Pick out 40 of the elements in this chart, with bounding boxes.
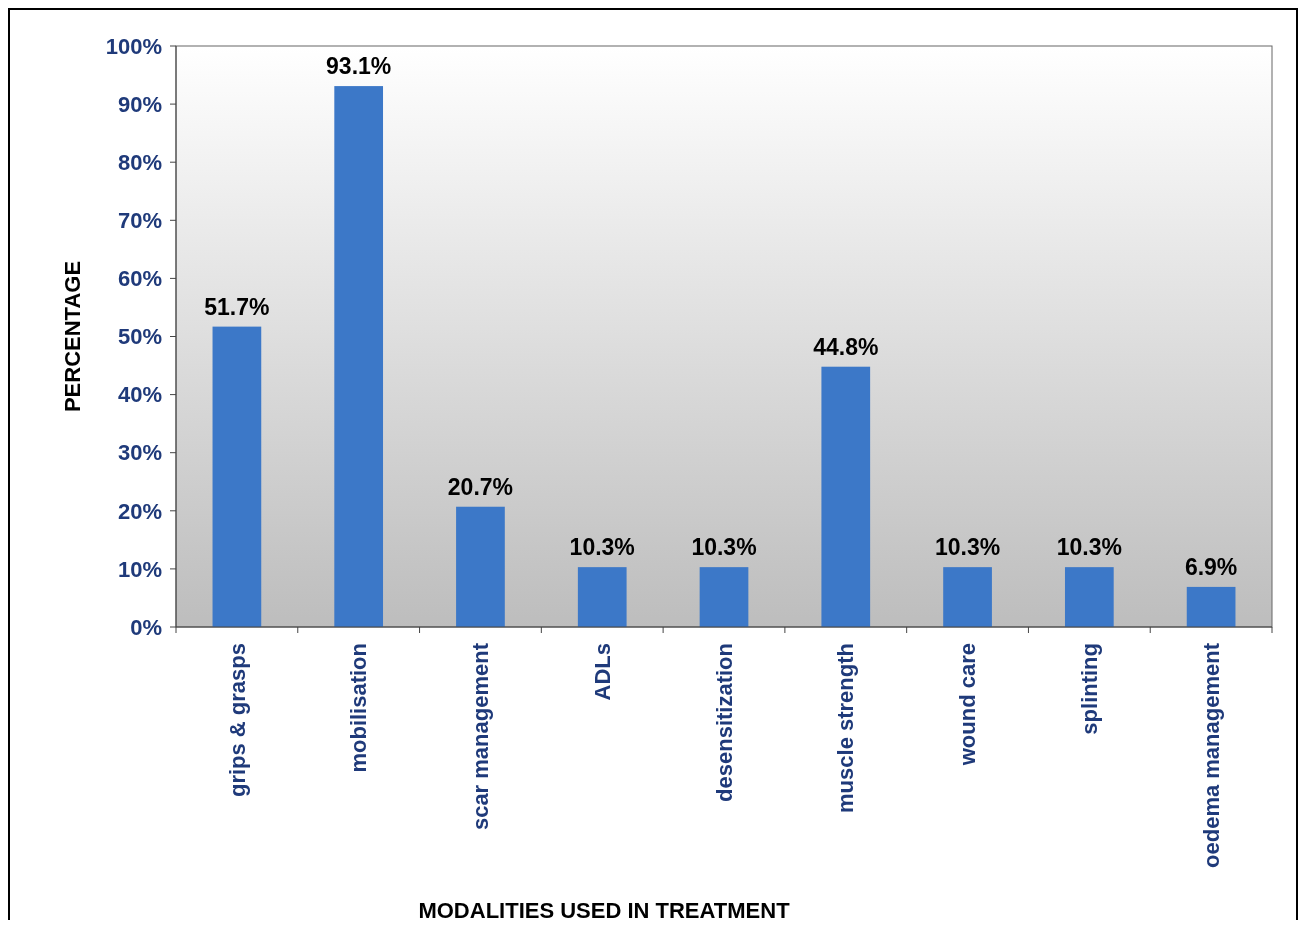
- x-tick-label: wound care: [955, 643, 981, 767]
- data-label: 51.7%: [204, 293, 270, 320]
- data-label: 10.3%: [691, 534, 757, 561]
- x-axis-title: MODALITIES USED IN TREATMENT: [418, 898, 791, 923]
- data-label: 6.9%: [1184, 553, 1238, 580]
- data-label: 10.3%: [1056, 534, 1122, 561]
- bar: [212, 326, 262, 627]
- bar: [1186, 586, 1236, 627]
- bar: [943, 567, 992, 627]
- bar: [456, 506, 505, 627]
- x-tick-label: scar management: [468, 642, 494, 831]
- bar: [577, 567, 627, 627]
- bar: [334, 86, 384, 627]
- x-tick-label: desensitization: [711, 643, 737, 802]
- y-tick-label: 60%: [117, 266, 162, 292]
- data-label: 93.1%: [326, 53, 392, 80]
- y-tick-label: 100%: [105, 33, 162, 59]
- y-tick-label: 20%: [117, 498, 162, 524]
- x-tick-label: grips & grasps: [224, 643, 250, 798]
- data-label: 20.7%: [447, 473, 514, 500]
- x-tick-label: ADLs: [589, 643, 615, 701]
- y-tick-label: 70%: [117, 208, 162, 233]
- y-tick-label: 0%: [130, 614, 162, 640]
- bar: [699, 567, 749, 627]
- data-label: 10.3%: [569, 534, 635, 561]
- y-tick-label: 50%: [117, 324, 162, 350]
- y-tick-label: 90%: [117, 91, 162, 117]
- data-label: 10.3%: [934, 534, 1001, 561]
- y-axis-title: PERCENTAGE: [60, 260, 85, 413]
- y-tick-label: 40%: [117, 382, 162, 408]
- x-tick-label: splinting: [1077, 643, 1103, 735]
- bar: [821, 366, 871, 627]
- data-label: 44.8%: [813, 333, 879, 360]
- bar: [1064, 567, 1114, 627]
- x-tick-label: mobilisation: [346, 643, 372, 773]
- y-tick-label: 30%: [117, 440, 162, 466]
- y-tick-label: 10%: [117, 556, 162, 582]
- x-tick-label: muscle strength: [833, 643, 859, 813]
- x-tick-label: oedema management: [1198, 642, 1224, 868]
- y-tick-label: 80%: [117, 149, 162, 175]
